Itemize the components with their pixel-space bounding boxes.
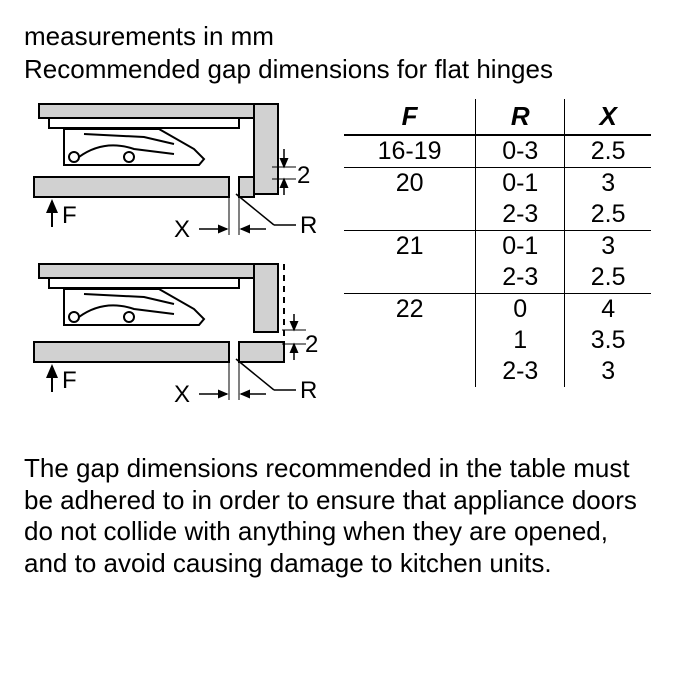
dimensions-table-wrap: F R X 16-190-32.5200-132-32.5210-132-32.… — [344, 99, 651, 387]
table-row: 16-190-32.5 — [344, 135, 651, 168]
X-label-bot: X — [174, 381, 190, 408]
table-cell: 3 — [565, 356, 651, 387]
gap-label-2-bot: 2 — [305, 331, 318, 358]
table-cell — [344, 199, 476, 231]
col-X: X — [565, 99, 651, 135]
R-label-bot: R — [300, 377, 317, 404]
table-cell: 2-3 — [476, 199, 565, 231]
table-row: 13.5 — [344, 325, 651, 356]
table-cell: 2.5 — [565, 199, 651, 231]
table-cell: 0 — [476, 294, 565, 326]
F-label-top: F — [62, 202, 77, 229]
table-cell: 0-3 — [476, 135, 565, 168]
table-cell: 20 — [344, 168, 476, 200]
diagrams: 2 F X R — [24, 99, 324, 429]
table-cell: 21 — [344, 231, 476, 263]
table-cell: 3 — [565, 231, 651, 263]
table-cell: 16-19 — [344, 135, 476, 168]
X-label-top: X — [174, 216, 190, 243]
table-cell: 0-1 — [476, 231, 565, 263]
table-cell — [344, 262, 476, 294]
table-header-row: F R X — [344, 99, 651, 135]
hinge-diagrams-svg: 2 F X R — [24, 99, 324, 429]
page: measurements in mm Recommended gap dimen… — [0, 0, 675, 600]
table-cell: 2.5 — [565, 262, 651, 294]
table-cell: 1 — [476, 325, 565, 356]
table-cell: 2-3 — [476, 356, 565, 387]
table-row: 2204 — [344, 294, 651, 326]
table-cell: 2.5 — [565, 135, 651, 168]
F-label-bot: F — [62, 367, 77, 394]
header-line2: Recommended gap dimensions for flat hing… — [24, 54, 553, 84]
table-row: 200-13 — [344, 168, 651, 200]
footer-text: The gap dimensions recommended in the ta… — [24, 453, 651, 580]
gap-label-2-top: 2 — [297, 162, 310, 189]
table-cell — [344, 325, 476, 356]
table-cell — [344, 356, 476, 387]
table-cell: 0-1 — [476, 168, 565, 200]
table-cell: 3.5 — [565, 325, 651, 356]
header-line1: measurements in mm — [24, 21, 274, 51]
table-cell: 4 — [565, 294, 651, 326]
dimensions-table: F R X 16-190-32.5200-132-32.5210-132-32.… — [344, 99, 651, 387]
R-label-top: R — [300, 212, 317, 239]
table-row: 2-32.5 — [344, 199, 651, 231]
table-cell: 3 — [565, 168, 651, 200]
table-cell: 2-3 — [476, 262, 565, 294]
main-row: 2 F X R — [24, 99, 651, 429]
table-row: 2-32.5 — [344, 262, 651, 294]
table-row: 210-13 — [344, 231, 651, 263]
col-F: F — [344, 99, 476, 135]
table-body: 16-190-32.5200-132-32.5210-132-32.522041… — [344, 135, 651, 387]
table-cell: 22 — [344, 294, 476, 326]
table-row: 2-33 — [344, 356, 651, 387]
col-R: R — [476, 99, 565, 135]
header: measurements in mm Recommended gap dimen… — [24, 20, 651, 85]
